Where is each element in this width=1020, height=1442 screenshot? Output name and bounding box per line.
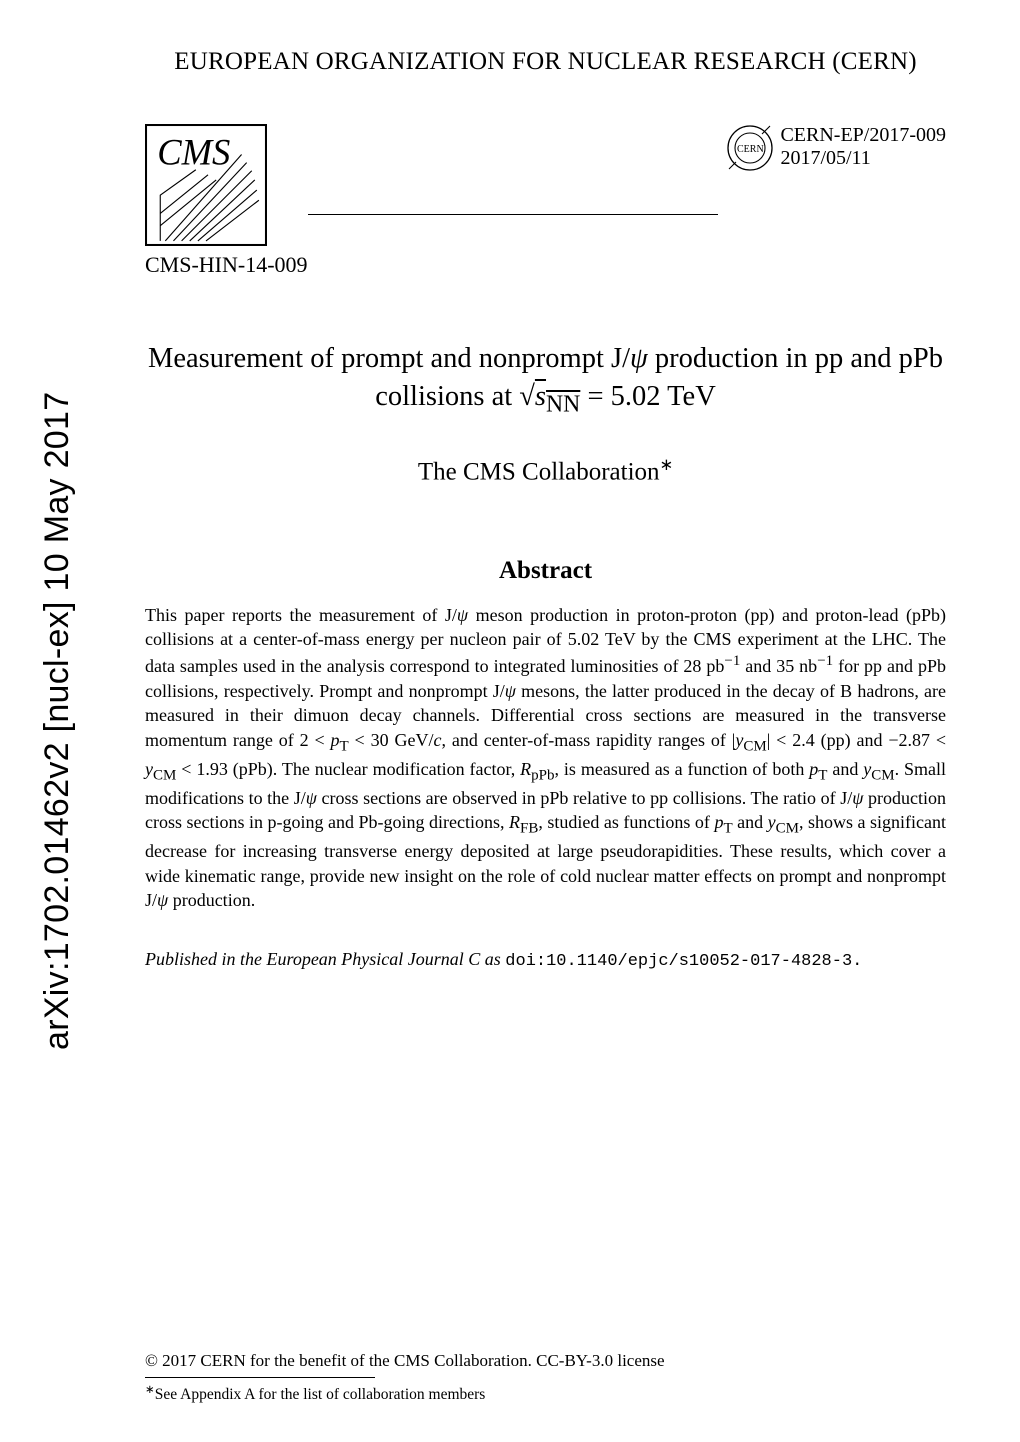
header-row: CMS CMS-HIN-14-009 xyxy=(145,124,946,278)
svg-text:CERN: CERN xyxy=(737,144,764,155)
cern-text: CERN-EP/2017-009 2017/05/11 xyxy=(780,124,946,170)
copyright-line: © 2017 CERN for the benefit of the CMS C… xyxy=(145,1351,946,1371)
footer-block: © 2017 CERN for the benefit of the CMS C… xyxy=(145,1351,946,1404)
header-rule xyxy=(308,214,719,215)
svg-text:CMS: CMS xyxy=(157,132,230,173)
page: arXiv:1702.01462v2 [nucl-ex] 10 May 2017… xyxy=(0,0,1020,1442)
cms-logo-icon: CMS xyxy=(145,124,267,246)
cms-block: CMS CMS-HIN-14-009 xyxy=(145,124,308,278)
header-rule-wrap xyxy=(308,214,727,215)
cms-paper-id: CMS-HIN-14-009 xyxy=(145,252,308,278)
org-header: EUROPEAN ORGANIZATION FOR NUCLEAR RESEAR… xyxy=(145,48,946,76)
paper-title: Measurement of prompt and nonprompt J/ψ … xyxy=(145,340,946,421)
publication-note: Published in the European Physical Journ… xyxy=(145,949,946,971)
footnote-rule xyxy=(145,1377,375,1378)
cern-logo-icon: CERN xyxy=(726,124,774,172)
pubnote-prefix: Published in the European Physical Journ… xyxy=(145,949,505,969)
cern-date: 2017/05/11 xyxy=(780,147,946,170)
cern-block: CERN CERN-EP/2017-009 2017/05/11 xyxy=(726,124,946,172)
collaboration-line: The CMS Collaboration∗ xyxy=(145,455,946,486)
pubnote-doi: doi:10.1140/epjc/s10052-017-4828-3. xyxy=(505,952,862,971)
author-footnote: ∗See Appendix A for the list of collabor… xyxy=(145,1382,946,1404)
arxiv-stamp: arXiv:1702.01462v2 [nucl-ex] 10 May 2017 xyxy=(38,410,77,1050)
abstract-heading: Abstract xyxy=(145,557,946,585)
abstract-body: This paper reports the measurement of J/… xyxy=(145,603,946,913)
cern-report-number: CERN-EP/2017-009 xyxy=(780,124,946,147)
